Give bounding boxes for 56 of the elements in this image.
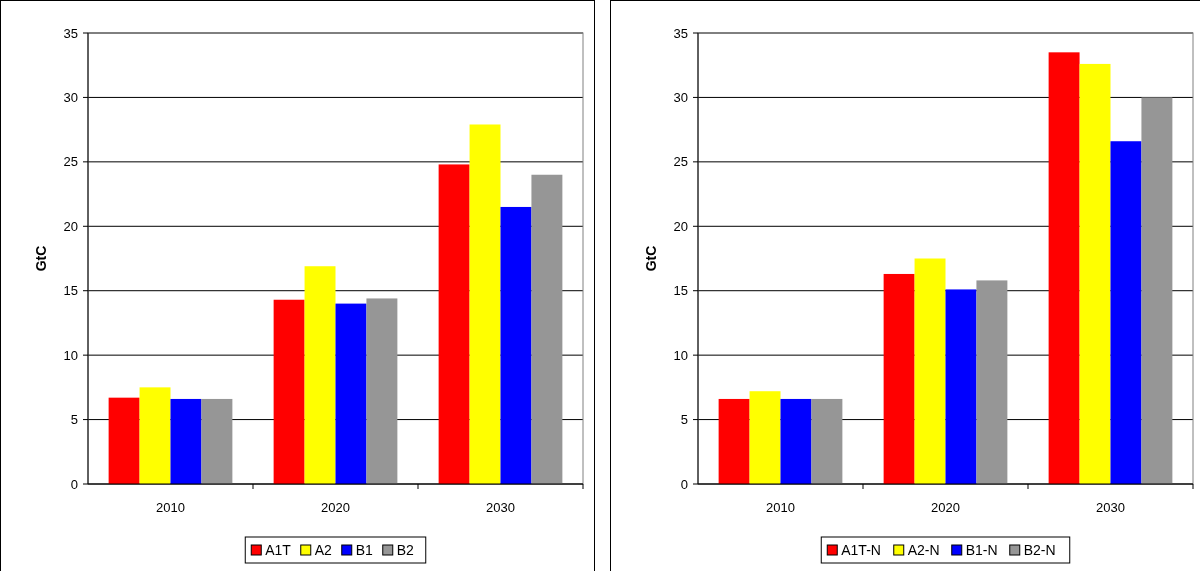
legend-label: A1T-N xyxy=(841,541,881,558)
bar xyxy=(500,206,532,484)
bar xyxy=(1048,52,1080,484)
bar xyxy=(469,124,501,484)
y-tick-label: 20 xyxy=(63,218,78,234)
legend-label: B1 xyxy=(355,541,374,558)
bar xyxy=(780,398,812,484)
bar xyxy=(273,299,305,484)
y-tick-label: 25 xyxy=(673,154,688,170)
bar xyxy=(945,289,977,484)
bar xyxy=(718,398,750,484)
y-tick-label: 5 xyxy=(680,412,688,428)
x-tick-label: 2030 xyxy=(1096,500,1125,515)
x-tick-label: 2030 xyxy=(486,500,515,515)
bar xyxy=(749,391,781,484)
y-tick-label: 30 xyxy=(63,89,78,105)
y-tick-label: 5 xyxy=(70,412,78,428)
x-tick-label: 2010 xyxy=(156,500,185,515)
legend-label: A2 xyxy=(314,541,333,558)
y-tick-label: 25 xyxy=(63,154,78,170)
bar xyxy=(976,280,1008,484)
bar xyxy=(139,387,171,484)
x-tick-label: 2010 xyxy=(766,500,795,515)
bar xyxy=(1141,97,1173,484)
bar xyxy=(304,266,336,484)
x-tick-label: 2020 xyxy=(321,500,350,515)
bar xyxy=(438,164,470,484)
legend-label: B2-N xyxy=(1023,541,1056,558)
legend-label: B2 xyxy=(396,541,415,558)
x-tick-label: 2020 xyxy=(931,500,960,515)
y-tick-label: 15 xyxy=(673,283,688,299)
y-axis-title: GtC xyxy=(643,245,659,272)
bar xyxy=(1079,63,1111,484)
y-tick-label: 0 xyxy=(70,476,78,492)
bar xyxy=(170,398,202,484)
y-tick-label: 15 xyxy=(63,283,78,299)
bar xyxy=(108,397,140,484)
bar xyxy=(531,174,563,484)
y-tick-label: 30 xyxy=(673,89,688,105)
y-tick-label: 35 xyxy=(673,25,688,41)
legend-label: A2-N xyxy=(907,541,940,558)
bar xyxy=(366,298,398,484)
y-tick-label: 0 xyxy=(680,476,688,492)
bar xyxy=(335,303,367,484)
y-tick-label: 10 xyxy=(63,347,78,363)
legend-label: B1-N xyxy=(965,541,998,558)
bar xyxy=(811,398,843,484)
y-axis-title: GtC xyxy=(33,245,49,272)
bar xyxy=(914,258,946,484)
bar xyxy=(201,398,233,484)
bar xyxy=(1110,141,1142,484)
y-tick-label: 20 xyxy=(673,218,688,234)
y-tick-label: 10 xyxy=(673,347,688,363)
y-tick-label: 35 xyxy=(63,25,78,41)
bar xyxy=(883,273,915,484)
legend-label: A1T xyxy=(265,541,292,558)
